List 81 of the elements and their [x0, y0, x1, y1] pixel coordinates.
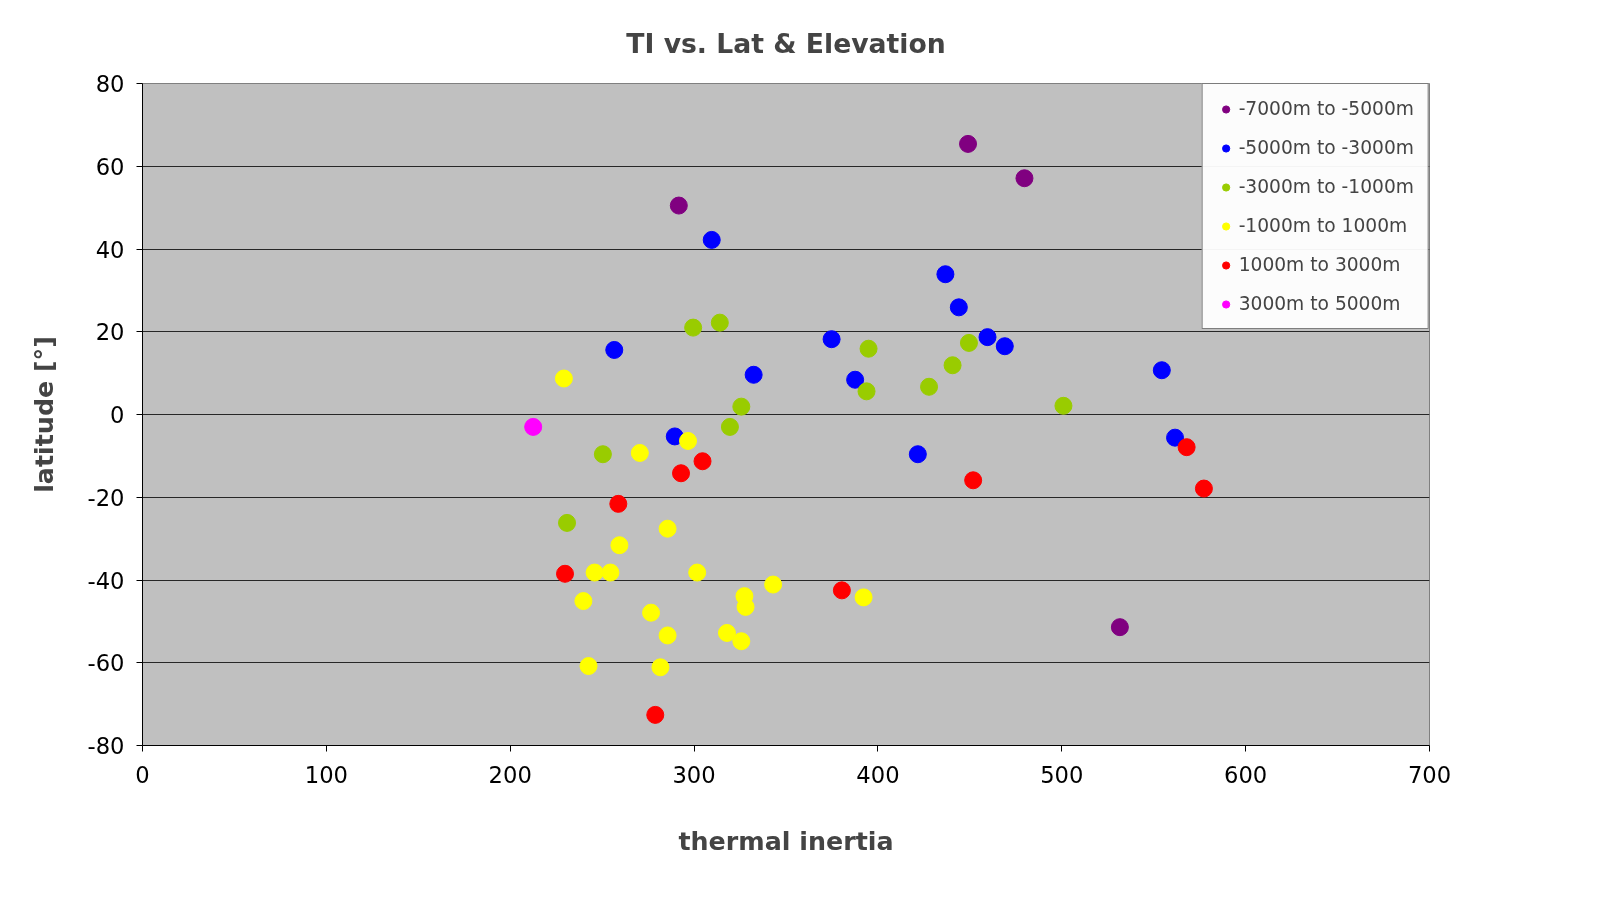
- point: [651, 658, 670, 677]
- point: [688, 563, 707, 582]
- point: [732, 632, 751, 651]
- x-tick-label: 200: [488, 761, 532, 788]
- point: [1194, 479, 1213, 498]
- point: [720, 417, 739, 436]
- point: [702, 230, 721, 249]
- point: [605, 340, 624, 359]
- point: [949, 298, 968, 317]
- x-tick-label: 300: [672, 761, 716, 788]
- point: [959, 134, 978, 153]
- point: [908, 445, 927, 464]
- legend-label: 3000m to 5000m: [1238, 293, 1401, 314]
- y-tick-label: 20: [95, 319, 125, 346]
- point: [1015, 169, 1034, 188]
- point: [978, 328, 997, 347]
- point: [764, 575, 783, 594]
- point: [1152, 361, 1171, 380]
- legend-label: -3000m to -1000m: [1238, 176, 1414, 197]
- point: [556, 564, 574, 583]
- point: [684, 318, 703, 337]
- point: [859, 339, 878, 358]
- point: [846, 370, 865, 389]
- point: [732, 397, 751, 416]
- y-tick-label: -80: [87, 733, 125, 759]
- y-tick-label: 80: [95, 71, 125, 97]
- point: [832, 581, 851, 600]
- point: [642, 603, 661, 622]
- point: [717, 623, 736, 642]
- y-tick-label: -60: [87, 650, 125, 677]
- chart-title: TI vs. Lat & Elevation: [626, 27, 946, 59]
- y-tick-label: 0: [110, 402, 125, 428]
- point: [658, 626, 677, 645]
- point: [601, 563, 620, 582]
- point: [693, 452, 712, 471]
- point: [646, 705, 665, 724]
- point: [609, 494, 628, 513]
- point: [1110, 618, 1129, 637]
- point: [710, 313, 729, 332]
- point: [558, 513, 577, 532]
- point: [1166, 428, 1185, 447]
- y-axis-title: latitude [°]: [29, 336, 60, 493]
- y-tick-label: -40: [87, 567, 125, 594]
- point: [744, 365, 763, 384]
- x-tick-label: 500: [1040, 761, 1084, 788]
- point: [857, 382, 876, 401]
- point: [658, 519, 677, 538]
- legend-label: -5000m to -3000m: [1238, 137, 1414, 158]
- point: [585, 563, 604, 582]
- point: [669, 196, 688, 215]
- point: [964, 471, 983, 490]
- point: [943, 356, 962, 375]
- legend-label: -1000m to 1000m: [1238, 215, 1408, 236]
- point: [995, 337, 1014, 356]
- x-tick-label: 100: [304, 761, 348, 788]
- x-tick-label: 700: [1407, 761, 1452, 788]
- legend-label: 1000m to 3000m: [1238, 254, 1401, 275]
- point: [1054, 396, 1073, 415]
- point: [854, 588, 873, 607]
- y-tick-label: 60: [95, 153, 125, 180]
- point: [574, 592, 593, 611]
- point: [936, 265, 955, 284]
- x-tick-label: 0: [135, 761, 150, 788]
- x-tick-label: 600: [1224, 761, 1268, 788]
- point: [610, 536, 629, 555]
- point: [524, 417, 543, 436]
- x-axis-title: thermal inertia: [678, 825, 894, 856]
- point: [959, 333, 978, 352]
- point: [920, 377, 939, 396]
- point: [579, 657, 598, 676]
- point: [630, 444, 649, 462]
- point: [593, 445, 612, 464]
- y-tick-label: 40: [95, 236, 125, 263]
- point: [554, 369, 573, 388]
- point: [672, 464, 691, 483]
- y-tick-label: -20: [87, 484, 125, 511]
- x-tick-label: 400: [856, 761, 900, 788]
- point: [1177, 438, 1196, 457]
- legend-label: -7000m to -5000m: [1238, 98, 1414, 119]
- point: [822, 330, 841, 349]
- point: [679, 432, 697, 450]
